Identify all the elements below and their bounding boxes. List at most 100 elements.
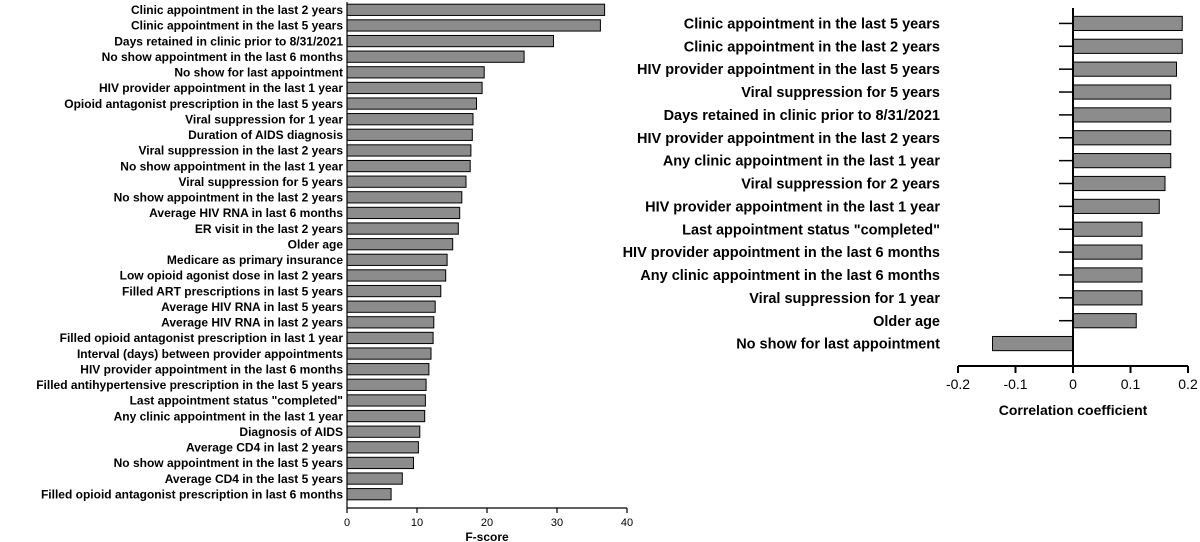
bar — [1072, 38, 1183, 54]
category-label: Days retained in clinic prior to 8/31/20… — [664, 108, 940, 124]
bar — [346, 331, 434, 345]
x-tick-label: -0.1 — [1003, 376, 1027, 392]
bar — [346, 456, 414, 470]
category-label: Clinic appointment in the last 2 years — [684, 39, 940, 55]
category-label: No show for last appointment — [174, 66, 343, 80]
category-label: Average HIV RNA in last 2 years — [161, 316, 343, 330]
bar — [346, 441, 419, 454]
bar — [346, 472, 403, 485]
bar — [346, 97, 477, 110]
x-tick-label: -0.2 — [946, 376, 970, 392]
bar — [346, 394, 426, 407]
category-label: Viral suppression for 1 year — [749, 291, 940, 307]
bar — [346, 128, 473, 141]
bar — [346, 316, 435, 329]
category-label: Clinic appointment in the last 5 years — [684, 17, 940, 33]
bar — [1072, 198, 1160, 214]
bar — [346, 363, 430, 376]
category-label: Older age — [288, 237, 344, 251]
bar — [346, 34, 554, 48]
category-label: Filled opioid antagonist prescription in… — [60, 331, 344, 345]
category-label: Older age — [873, 314, 940, 330]
bar — [1072, 15, 1183, 32]
category-label: HIV provider appointment in the last 1 y… — [99, 81, 343, 95]
category-label: Viral suppression for 5 years — [741, 85, 940, 101]
category-label: Average CD4 in the last 5 years — [165, 472, 344, 486]
bar — [346, 66, 485, 79]
bar — [1072, 290, 1143, 306]
category-label: Interval (days) between provider appoint… — [77, 347, 343, 361]
bar — [992, 335, 1074, 352]
correlation-chart: Clinic appointment in the last 5 years Cl… — [623, 8, 1198, 418]
category-label: No show appointment in the last 2 years — [114, 191, 344, 205]
bar — [346, 347, 432, 360]
category-label: Medicare as primary insurance — [167, 253, 343, 267]
category-label: Days retained in clinic prior to 8/31/20… — [114, 34, 343, 48]
category-label: ER visit in the last 2 years — [195, 222, 343, 236]
bar — [346, 269, 447, 282]
bar — [1072, 175, 1166, 192]
category-label: HIV provider appointment in the last 5 y… — [637, 62, 940, 78]
category-label: Average HIV RNA in last 6 months — [149, 206, 343, 220]
category-label: Average CD4 in last 2 years — [186, 441, 343, 455]
category-label: Any clinic appointment in the last 1 yea… — [114, 409, 344, 423]
category-label: HIV provider appointment in the last 6 m… — [80, 362, 343, 376]
x-axis-title: F-score — [465, 530, 509, 542]
x-tick-label: 0 — [344, 517, 350, 529]
bar — [346, 222, 459, 235]
bar — [346, 19, 601, 32]
category-label: No show appointment in the last 5 years — [114, 456, 344, 470]
bar — [346, 3, 606, 16]
bar — [346, 191, 463, 204]
x-tick-label: 40 — [621, 517, 633, 529]
category-label: Viral suppression for 5 years — [178, 175, 343, 189]
bar — [346, 238, 454, 251]
category-label: Clinic appointment in the last 2 years — [131, 3, 343, 17]
category-label: Duration of AIDS diagnosis — [188, 128, 343, 142]
x-tick-label: 0 — [1069, 376, 1077, 392]
bar — [1072, 267, 1143, 283]
bar — [346, 206, 461, 220]
category-label: HIV provider appointment in the last 2 y… — [637, 131, 940, 147]
bar — [346, 113, 474, 126]
x-tick-label: 10 — [411, 517, 423, 529]
x-tick-label: 30 — [551, 517, 563, 529]
bar — [1072, 313, 1137, 329]
bar — [346, 284, 442, 298]
x-tick-label: 0.1 — [1121, 376, 1141, 392]
x-axis-title: Correlation coefficient — [999, 402, 1148, 418]
x-tick-label: 20 — [481, 517, 493, 529]
bar — [1072, 130, 1172, 146]
bar — [346, 253, 448, 266]
bar — [1072, 244, 1143, 260]
category-label: Filled opioid antagonist prescription in… — [41, 487, 343, 501]
bar — [346, 81, 483, 95]
category-label: Average HIV RNA in last 5 years — [161, 300, 343, 314]
bar — [1072, 221, 1143, 237]
bar — [346, 175, 467, 188]
x-tick-label: 0.2 — [1178, 376, 1198, 392]
category-label: Viral suppression for 1 year — [185, 112, 343, 126]
category-label: Diagnosis of AIDS — [239, 425, 343, 439]
category-label: No show appointment in the last 1 year — [120, 159, 343, 173]
bar — [1072, 107, 1172, 123]
category-label: Viral suppression for 2 years — [741, 177, 940, 193]
category-label: No show for last appointment — [736, 337, 940, 353]
bar — [1072, 61, 1177, 77]
category-label: HIV provider appointment in the last 1 y… — [645, 199, 940, 215]
bar — [346, 300, 436, 313]
category-label: Opioid antagonist prescription in the la… — [64, 97, 343, 111]
category-label: Viral suppression in the last 2 years — [138, 144, 343, 158]
category-label: Filled ART prescriptions in last 5 years — [122, 284, 343, 298]
bar — [346, 409, 426, 423]
category-label: No show appointment in the last 6 months — [102, 50, 344, 64]
category-label: Last appointment status "completed" — [682, 222, 940, 238]
f-score-chart: Clinic appointment in the last 2 years Cl… — [36, 2, 633, 542]
bar — [346, 144, 472, 157]
bar — [346, 378, 427, 391]
category-label: Last appointment status "completed" — [130, 394, 343, 408]
category-label: Low opioid agonist dose in last 2 years — [120, 269, 344, 283]
category-label: HIV provider appointment in the last 6 m… — [623, 245, 940, 261]
category-label: Any clinic appointment in the last 6 mon… — [640, 268, 940, 284]
